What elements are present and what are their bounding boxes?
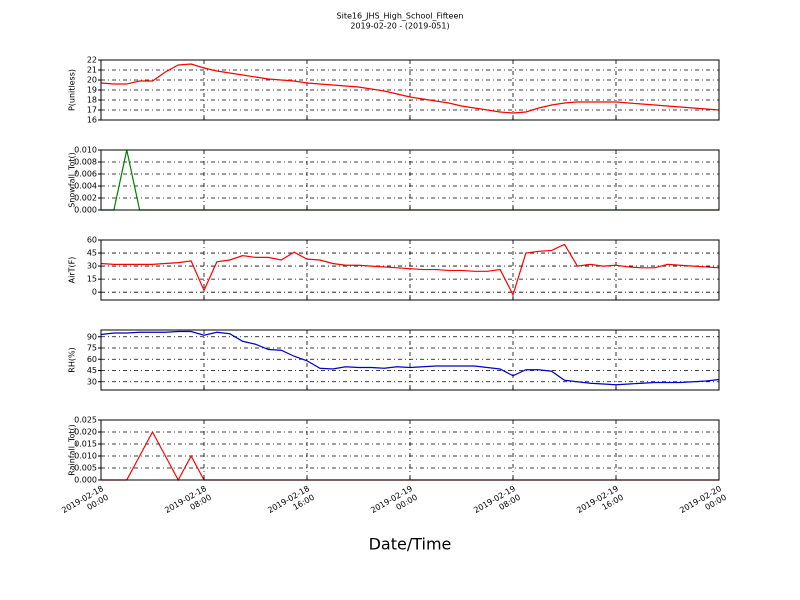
chart-title: Site16_JHS_High_School_Fifteen: [337, 12, 464, 21]
data-line: [100, 63, 720, 114]
plot-frame: [100, 329, 720, 391]
plot-frame: [100, 239, 720, 301]
plot-frame: [100, 149, 720, 211]
y-tick-label: 0.010: [74, 452, 97, 461]
y-tick-label: 90: [87, 332, 97, 341]
y-axis-label: Rainfall_Tot(): [68, 424, 77, 476]
y-tick-label: 30: [87, 262, 97, 271]
y-tick-label: 16: [87, 116, 97, 125]
y-axis-label: AirT(F): [68, 257, 77, 284]
y-tick-label: 30: [87, 377, 97, 386]
y-axis-label: RH(%): [68, 347, 77, 372]
y-tick-label: 0.008: [74, 158, 97, 167]
y-tick-label: 22: [87, 56, 97, 65]
y-tick-label: 75: [87, 344, 97, 353]
y-tick-label: 0.020: [74, 428, 97, 437]
chart-subtitle: 2019-02-20 - (2019-051): [350, 22, 449, 31]
y-tick-label: 18: [87, 96, 97, 105]
y-tick-label: 0.025: [74, 416, 97, 425]
y-tick-label: 0.002: [74, 194, 97, 203]
y-tick-label: 15: [87, 275, 97, 284]
y-tick-label: 19: [87, 86, 97, 95]
y-tick-label: 20: [87, 76, 97, 85]
data-line: [100, 243, 720, 297]
y-axis-label: Snowfall_Tot(): [68, 152, 77, 208]
y-tick-label: 0.000: [74, 206, 97, 215]
data-line: [100, 330, 720, 386]
y-tick-label: 45: [87, 366, 97, 375]
y-tick-label: 0: [92, 288, 97, 297]
y-tick-label: 0.000: [74, 476, 97, 485]
y-tick-label: 0.010: [74, 146, 97, 155]
plot-frame: [100, 419, 720, 481]
y-tick-label: 60: [87, 355, 97, 364]
y-tick-label: 60: [87, 236, 97, 245]
y-tick-label: 21: [87, 66, 97, 75]
x-axis-label: Date/Time: [369, 535, 452, 554]
y-tick-label: 0.004: [74, 182, 97, 191]
y-tick-label: 0.006: [74, 170, 97, 179]
y-tick-label: 0.005: [74, 464, 97, 473]
y-tick-label: 17: [87, 106, 97, 115]
y-axis-label: P(unitless): [68, 69, 77, 111]
y-tick-label: 45: [87, 249, 97, 258]
plot-frame: [100, 59, 720, 121]
y-tick-label: 0.015: [74, 440, 97, 449]
